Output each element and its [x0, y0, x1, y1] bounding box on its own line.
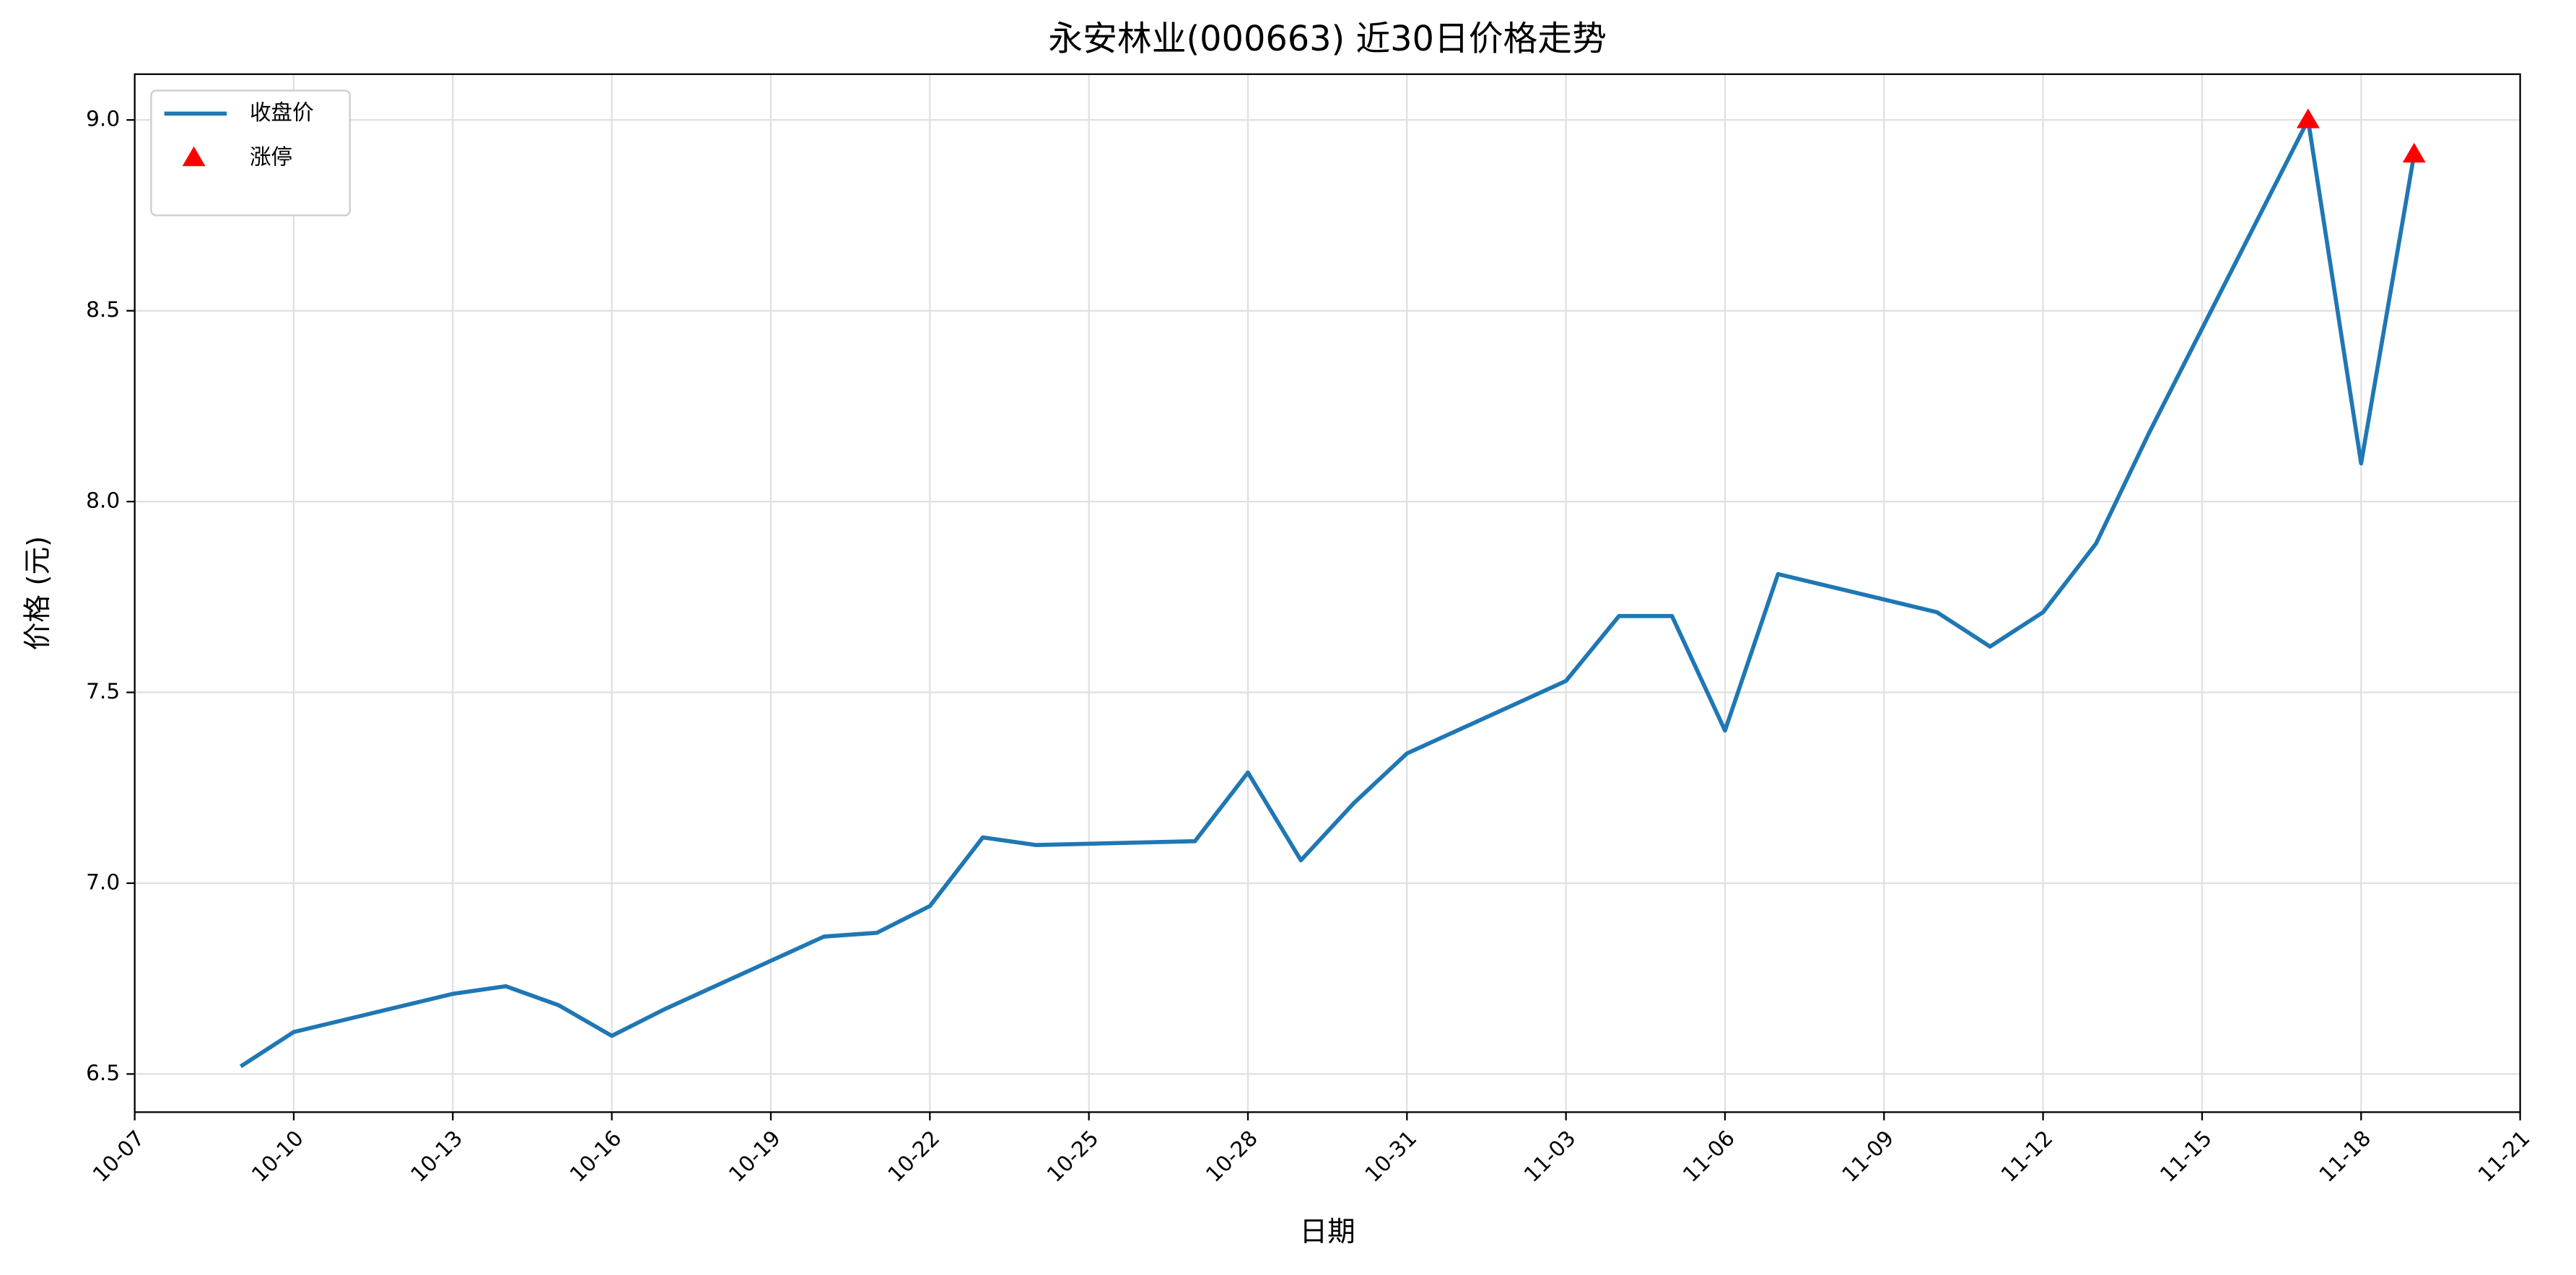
y-axis-label: 价格 (元): [22, 536, 54, 651]
legend-label: 收盘价: [250, 100, 314, 125]
plot-frame: [134, 73, 2521, 1113]
y-tick-label: 7.0: [86, 869, 120, 894]
y-tick-label: 8.0: [86, 488, 120, 513]
limit-up-marker: [2402, 142, 2426, 163]
limit-up-marker: [2296, 108, 2320, 128]
legend-box: [150, 89, 351, 216]
chart-title: 永安林业(000663) 近30日价格走势: [1048, 19, 1606, 59]
y-tick-label: 9.0: [86, 107, 120, 131]
legend-marker: [182, 146, 206, 167]
y-tick-label: 7.5: [86, 679, 120, 704]
price-line: [239, 118, 2416, 1069]
y-tick-label: 8.5: [86, 297, 120, 322]
y-tick-label: 6.5: [86, 1061, 120, 1085]
legend-label: 涨停: [250, 144, 292, 169]
x-axis-label: 日期: [1299, 1216, 1355, 1248]
